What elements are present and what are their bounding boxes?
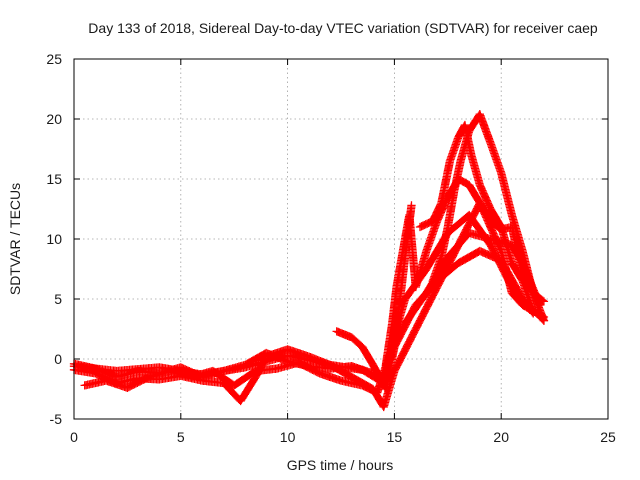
data-marker-run <box>155 363 205 379</box>
data-marker-run <box>230 367 259 390</box>
data-marker-run <box>497 222 516 266</box>
data-marker-run <box>486 240 516 290</box>
data-marker-run <box>507 210 527 254</box>
data-marker-run <box>411 284 441 334</box>
data-marker-run <box>465 180 484 206</box>
data-marker-run <box>347 333 366 351</box>
data-marker-run <box>422 230 452 274</box>
chart-title: Day 133 of 2018, Sidereal Day-to-day VTE… <box>88 20 598 36</box>
y-tick-label: 15 <box>46 171 62 187</box>
y-tick-label: 25 <box>46 51 62 67</box>
y-tick-label: 20 <box>46 111 62 127</box>
data-marker-run <box>294 358 323 377</box>
series-track-5 <box>381 174 549 370</box>
data-marker-run <box>390 296 409 340</box>
data-marker-run <box>529 288 548 324</box>
data-marker-run <box>465 210 494 248</box>
x-tick-label: 0 <box>70 429 78 445</box>
data-marker-run <box>475 110 495 146</box>
axis-ticks: 0 5 10 15 20 25 -5 0 5 10 15 20 25 <box>46 51 616 445</box>
y-tick-label: 10 <box>46 231 62 247</box>
data-marker-run <box>379 332 399 388</box>
data-marker-run <box>332 327 355 342</box>
data-marker-run <box>392 248 407 292</box>
data-marker-run <box>486 138 505 176</box>
data-marker-run <box>486 204 505 230</box>
data-marker-run <box>507 258 526 284</box>
data-marker-run <box>450 158 465 196</box>
data-marker-run <box>315 369 344 385</box>
data-marker-run <box>101 376 131 392</box>
data-marker-run <box>443 229 473 262</box>
data-marker-run <box>460 120 476 158</box>
data-marker-run <box>236 374 259 406</box>
data-marker <box>539 297 549 306</box>
y-tick-label: 5 <box>54 291 62 307</box>
data-marker-run <box>390 326 420 376</box>
x-tick-label: 25 <box>600 429 616 445</box>
series-track-7 <box>415 120 538 316</box>
data-marker-run <box>454 247 483 268</box>
x-tick-label: 5 <box>177 429 185 445</box>
data-marker-run <box>467 150 484 188</box>
data-marker-run <box>497 168 516 218</box>
data-marker-run <box>283 351 333 369</box>
data-marker-run <box>112 363 163 376</box>
data-marker-run <box>445 134 463 166</box>
y-tick-label: -5 <box>50 411 63 427</box>
data-marker-run <box>400 290 430 328</box>
data-marker <box>529 309 538 318</box>
data-marker-run <box>123 373 152 392</box>
data-marker-run <box>518 246 538 296</box>
y-tick-label: 0 <box>54 351 62 367</box>
data-marker-run <box>326 360 365 374</box>
data-marker-run <box>198 363 248 379</box>
plot-frame <box>73 58 609 420</box>
data-marker-run <box>428 254 446 286</box>
data-marker-run <box>400 266 430 304</box>
data-marker-run <box>422 218 441 256</box>
data-marker-run <box>507 282 537 317</box>
x-tick-label: 20 <box>493 429 509 445</box>
data-marker-run <box>518 276 537 314</box>
x-tick-label: 10 <box>280 429 296 445</box>
data-series <box>69 110 549 412</box>
data-marker-run <box>262 345 291 361</box>
data-marker-run <box>272 358 301 373</box>
data-marker-run <box>358 342 377 368</box>
data-marker-run <box>80 376 109 390</box>
y-axis-label: SDTVAR / TECUs <box>7 183 23 295</box>
x-tick-label: 15 <box>387 429 403 445</box>
data-marker <box>407 201 416 210</box>
series-track-6 <box>428 110 549 325</box>
data-marker-run <box>388 284 401 328</box>
data-marker-run <box>336 376 365 390</box>
series-track-8 <box>69 210 538 388</box>
data-marker-run <box>437 158 454 208</box>
data-marker-run <box>443 188 459 232</box>
data-marker-run <box>475 180 495 212</box>
data-marker-run <box>475 198 494 224</box>
x-axis-label: GPS time / hours <box>287 457 394 473</box>
data-marker-run <box>240 351 291 372</box>
data-marker-run <box>415 217 436 232</box>
data-marker <box>539 316 549 325</box>
data-marker-run <box>428 200 445 226</box>
